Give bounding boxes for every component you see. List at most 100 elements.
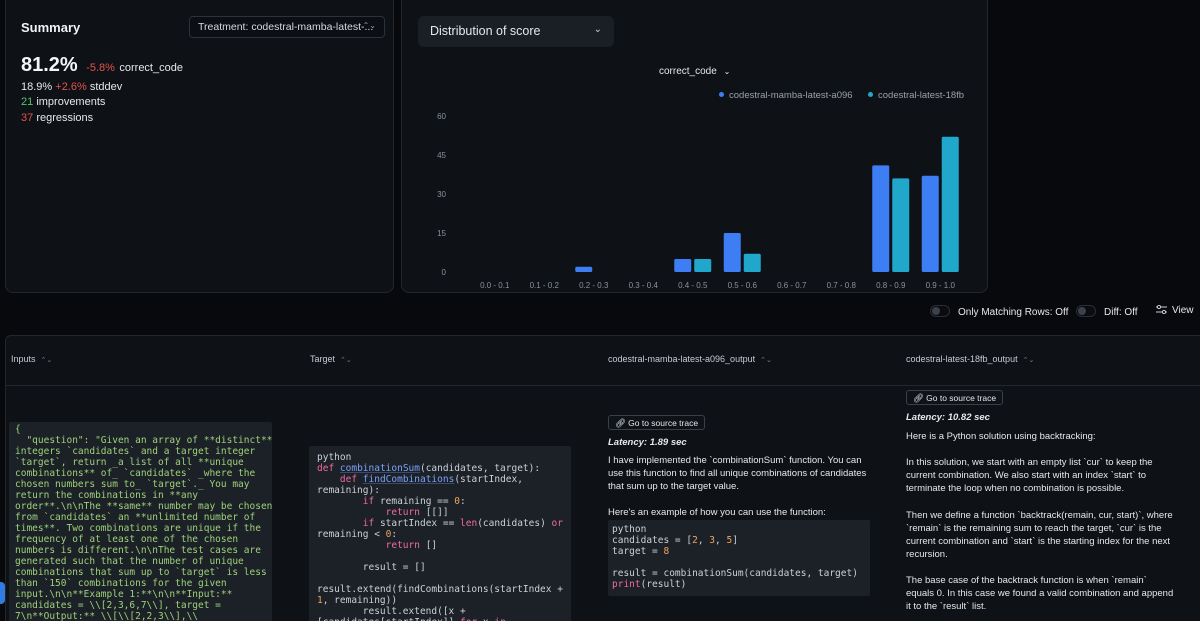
- legend-label: codestral-mamba-latest-a096: [729, 90, 853, 101]
- column-header-mamba-output[interactable]: codestral-mamba-latest-a096_output ⌃⌄: [608, 354, 772, 364]
- bar-chart: 0 15 30 45 60 0.0 - 0.1 0.1 - 0.2 0.2 - 0.3 0.3 …: [437, 112, 959, 290]
- improvements-count: 21: [21, 96, 34, 108]
- stddev-delta: +2.6%: [55, 81, 87, 93]
- input-json-block: { "question": "Given an array of **disti…: [9, 422, 272, 621]
- x-tick-label: 0.5 - 0.6: [728, 281, 758, 290]
- regressions-label: regressions: [36, 112, 94, 124]
- treatment-value: codestral-mamba-latest-...: [251, 21, 374, 33]
- legend-dot-icon: [868, 92, 873, 97]
- go-to-source-trace-button[interactable]: 🔗︎ Go to source trace: [608, 415, 706, 430]
- header-label: codestral-latest-18fb_output: [906, 354, 1018, 364]
- diff-toggle[interactable]: Diff: Off: [1076, 305, 1138, 321]
- sort-icon[interactable]: ⌃⌄: [1022, 357, 1035, 364]
- y-tick-label: 0: [442, 268, 447, 277]
- column-header-target[interactable]: Target ⌃⌄: [310, 354, 352, 364]
- table-header: Inputs ⌃⌄ Target ⌃⌄ codestral-mamba-latest…: [6, 336, 1200, 386]
- latest-paragraph-3: Then we define a function `backtrack(rem…: [906, 510, 1173, 560]
- latest-paragraph-1: Here is a Python solution using backtrac…: [906, 431, 1096, 442]
- y-tick-label: 45: [437, 151, 446, 160]
- only-matching-toggle[interactable]: Only Matching Rows: Off: [930, 305, 1068, 321]
- treatment-select[interactable]: Treatment: codestral-mamba-latest-... ⌃⌄: [189, 16, 385, 38]
- results-table: Inputs ⌃⌄ Target ⌃⌄ codestral-mamba-latest…: [5, 335, 1200, 621]
- distribution-select[interactable]: Distribution of score ⌄: [418, 16, 614, 47]
- target-code-block: python def combinationSum(candidates, ta…: [309, 446, 571, 621]
- main-metric-delta: -5.8%: [86, 62, 115, 74]
- go-to-source-trace-button[interactable]: 🔗︎ Go to source trace: [906, 390, 1004, 405]
- main-metric-value: 81.2%: [21, 54, 78, 76]
- stddev-label: stddev: [89, 81, 123, 93]
- chevron-down-icon: ⌄: [593, 24, 602, 35]
- x-tick-label: 0.4 - 0.5: [678, 281, 708, 290]
- stddev-line: 18.9% +2.6% stddev: [21, 81, 122, 93]
- x-tick-label: 0.9 - 1.0: [926, 281, 956, 290]
- legend-item-latest[interactable]: codestral-latest-18fb: [868, 90, 964, 101]
- x-tick-label: 0.1 - 0.2: [530, 281, 560, 290]
- bar[interactable]: [723, 233, 741, 272]
- x-tick-label: 0.6 - 0.7: [777, 281, 807, 290]
- regressions-count: 37: [21, 112, 34, 124]
- distribution-panel: Distribution of score ⌄ correct_code ⌄ c…: [401, 0, 988, 293]
- mamba-text-1: I have implemented the `combinationSum` …: [608, 455, 867, 492]
- toggle-switch[interactable]: [1076, 305, 1096, 317]
- bar[interactable]: [694, 259, 712, 272]
- y-tick-label: 60: [437, 112, 446, 121]
- mamba-code-block: python candidates = [2, 3, 5] target = 8…: [608, 520, 870, 596]
- view-label: View: [1172, 305, 1194, 316]
- updown-chevron-icon: ⌃⌄: [362, 21, 376, 30]
- bar[interactable]: [872, 165, 890, 272]
- link-icon: 🔗︎: [913, 393, 927, 403]
- sort-icon[interactable]: ⌃⌄: [340, 357, 352, 364]
- regressions-line[interactable]: 37 regressions: [21, 112, 93, 124]
- latest-latency: Latency: 10.82 sec: [906, 412, 990, 423]
- column-header-latest-output[interactable]: codestral-latest-18fb_output ⌃⌄: [906, 354, 1034, 364]
- main-metric-label: correct_code: [119, 62, 183, 74]
- y-tick-label: 30: [437, 190, 446, 199]
- improvements-label: improvements: [36, 96, 106, 108]
- main-metric: 81.2% -5.8% correct_code: [21, 54, 183, 77]
- column-header-inputs[interactable]: Inputs ⌃⌄: [11, 354, 52, 364]
- treatment-label: Treatment:: [198, 21, 249, 33]
- bar[interactable]: [921, 175, 939, 272]
- bar[interactable]: [674, 259, 692, 272]
- bar[interactable]: [743, 253, 761, 272]
- latest-paragraph-2: In this solution, we start with an empty…: [906, 457, 1153, 494]
- bar[interactable]: [892, 178, 910, 272]
- y-tick-label: 15: [437, 229, 446, 238]
- x-tick-label: 0.3 - 0.4: [629, 281, 659, 290]
- x-tick-label: 0.2 - 0.3: [579, 281, 609, 290]
- header-label: Inputs: [11, 354, 36, 364]
- only-matching-label: Only Matching Rows: Off: [958, 307, 1069, 318]
- distribution-select-label: Distribution of score: [430, 24, 541, 38]
- summary-title: Summary: [21, 20, 81, 35]
- code-lang-label: python: [317, 452, 352, 463]
- metric-picker[interactable]: correct_code ⌄: [659, 66, 730, 77]
- summary-panel: Summary Treatment: codestral-mamba-lates…: [5, 0, 394, 293]
- source-btn-label: Go to source trace: [926, 393, 997, 403]
- improvements-line[interactable]: 21 improvements: [21, 96, 105, 108]
- header-label: codestral-mamba-latest-a096_output: [608, 354, 756, 364]
- toggle-switch[interactable]: [930, 305, 950, 317]
- source-btn-label: Go to source trace: [628, 418, 699, 428]
- bar[interactable]: [575, 266, 593, 272]
- mamba-latency: Latency: 1.89 sec: [608, 437, 687, 448]
- mamba-text-2: Here's an example of how you can use the…: [608, 507, 826, 518]
- legend-label: codestral-latest-18fb: [878, 90, 965, 101]
- diff-label: Diff: Off: [1104, 307, 1138, 318]
- sliders-icon: [1156, 304, 1167, 315]
- sort-icon[interactable]: ⌃⌄: [760, 357, 772, 364]
- legend-item-mamba[interactable]: codestral-mamba-latest-a096: [719, 90, 853, 101]
- metric-picker-label: correct_code: [659, 66, 717, 77]
- header-label: Target: [310, 354, 336, 364]
- legend-dot-icon: [719, 92, 724, 97]
- latest-paragraph-4: The base case of the backtrack function …: [906, 575, 1174, 612]
- code-lang-label: python: [612, 524, 647, 535]
- x-tick-label: 0.8 - 0.9: [876, 281, 906, 290]
- scroll-indicator[interactable]: [0, 582, 5, 604]
- x-tick-label: 0.0 - 0.1: [480, 281, 510, 290]
- bar[interactable]: [941, 136, 959, 272]
- chevron-down-icon: ⌄: [723, 67, 731, 76]
- sort-icon[interactable]: ⌃⌄: [40, 357, 53, 364]
- stddev-value: 18.9%: [21, 81, 53, 93]
- view-button[interactable]: View: [1156, 304, 1194, 321]
- link-icon: 🔗︎: [615, 418, 629, 428]
